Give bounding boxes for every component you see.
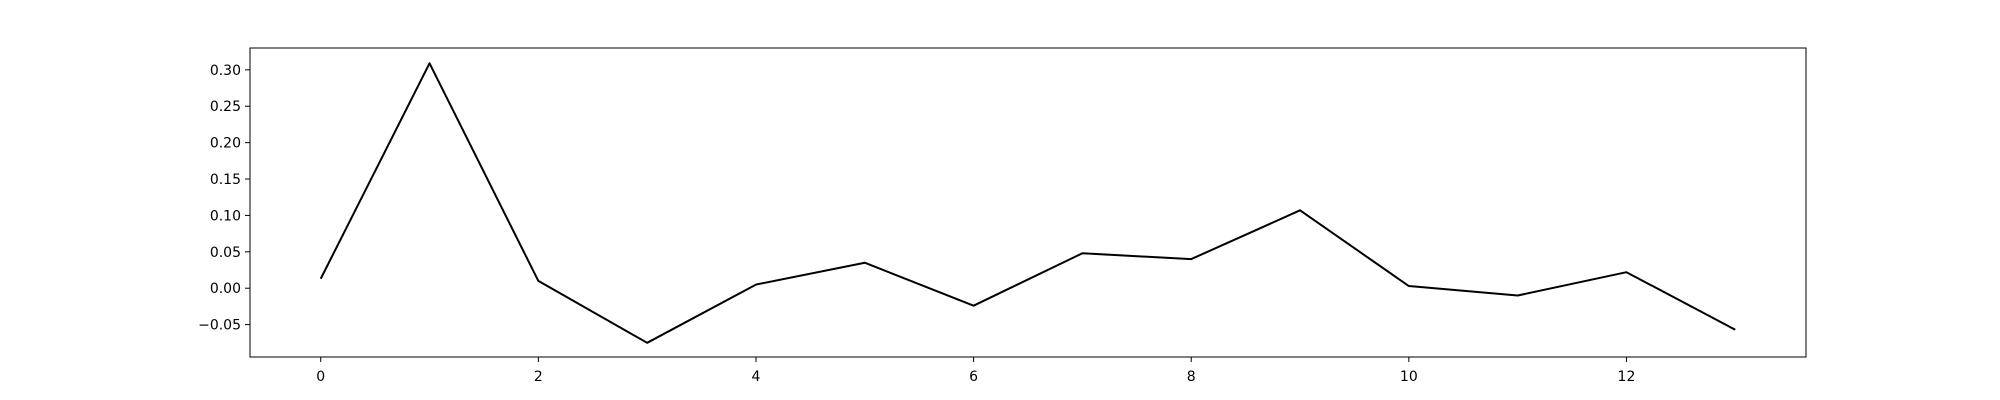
y-tick-label: 0.05	[210, 245, 241, 261]
series-layer	[319, 62, 1736, 344]
series-line	[319, 62, 1736, 344]
x-tick-label: 0	[316, 369, 325, 385]
x-tick-label: 6	[969, 369, 978, 385]
y-tick-label: −0.05	[198, 318, 241, 334]
y-tick-label: 0.00	[210, 281, 241, 297]
x-axis: 0 2 4 6 8 10 12	[316, 357, 1635, 385]
y-tick-label: 0.25	[210, 99, 241, 115]
y-tick-label: 0.10	[210, 208, 241, 224]
x-tick-label: 4	[752, 369, 761, 385]
y-tick-label: 0.30	[210, 63, 241, 79]
x-tick-label: 10	[1400, 369, 1418, 385]
x-tick-label: 12	[1618, 369, 1636, 385]
x-tick-label: 8	[1187, 369, 1196, 385]
x-tick-label: 2	[534, 369, 543, 385]
plot-frame	[249, 47, 1807, 358]
y-axis: −0.05 0.00 0.05 0.10 0.15 0.20 0.25 0.30	[198, 63, 250, 334]
y-tick-label: 0.20	[210, 136, 241, 152]
y-tick-label: 0.15	[210, 172, 241, 188]
